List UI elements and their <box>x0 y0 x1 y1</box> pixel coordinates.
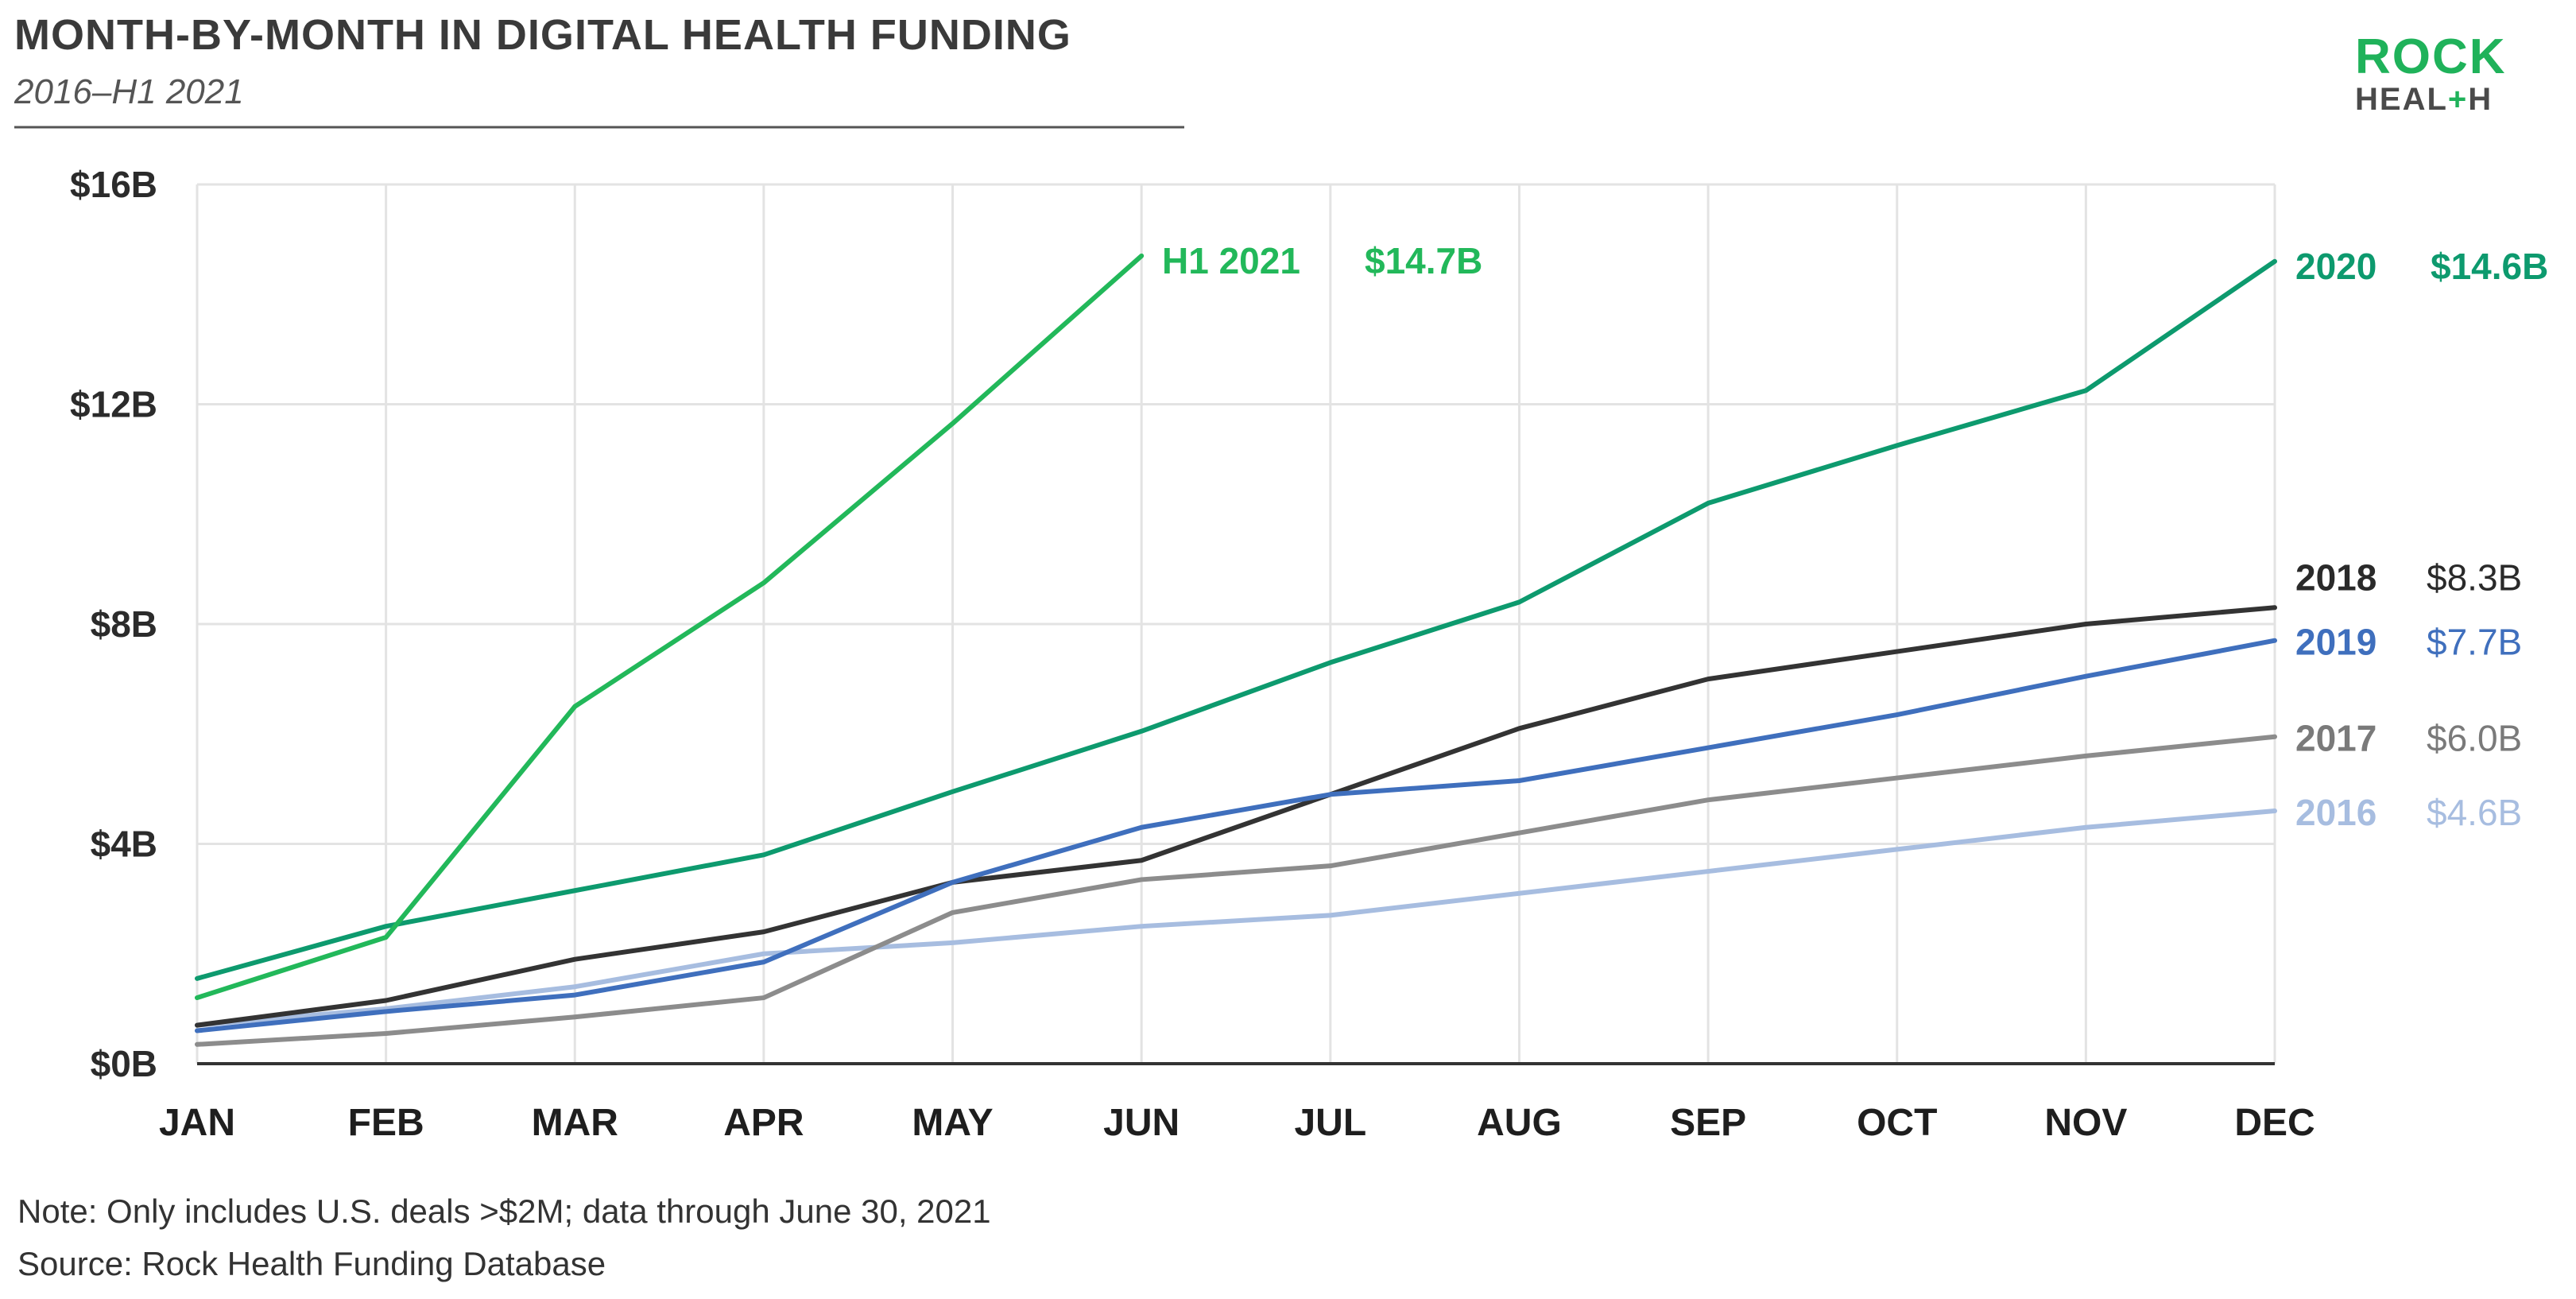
x-tick-label-aug: AUG <box>1477 1102 1562 1144</box>
logo-health-part1: HEAL <box>2355 82 2448 117</box>
rock-health-logo: ROCK HEAL+H <box>2355 29 2507 117</box>
series-end-labels: 2016 $4.6B 2017 $6.0B 2018 $8.3B 2019 $7.7B 2020… <box>1162 240 2548 833</box>
end-value-h1-2021: $14.7B <box>1365 240 1482 281</box>
end-label-h1-2021: H1 2021 <box>1162 240 1300 281</box>
end-label-2019: 2019 <box>2295 622 2377 663</box>
x-tick-label-oct: OCT <box>1857 1102 1937 1144</box>
end-label-2017: 2017 <box>2295 718 2377 759</box>
series-line-2019 <box>195 638 2277 1033</box>
source-text: Source: Rock Health Funding Database <box>17 1245 606 1282</box>
x-tick-label-jun: JUN <box>1103 1102 1180 1144</box>
x-tick-label-jan: JAN <box>159 1102 235 1144</box>
y-tick-label: $12B <box>70 384 157 425</box>
series-line-2020 <box>195 258 2277 981</box>
logo-plus-glyph: + <box>2448 82 2468 117</box>
end-value-2018: $8.3B <box>2427 556 2522 598</box>
end-label-2016: 2016 <box>2295 792 2377 833</box>
gridlines <box>196 183 2276 1064</box>
chart-title: MONTH-BY-MONTH IN DIGITAL HEALTH FUNDING <box>14 11 1071 59</box>
x-tick-label-jul: JUL <box>1294 1102 1366 1144</box>
x-tick-label-mar: MAR <box>532 1102 618 1144</box>
end-value-2017: $6.0B <box>2427 718 2522 759</box>
end-value-2016: $4.6B <box>2427 792 2522 833</box>
series-line-2016 <box>195 808 2277 1028</box>
end-label-2020: 2020 <box>2295 246 2377 287</box>
series-line-2018 <box>195 605 2277 1028</box>
logo-rock-text: ROCK <box>2355 29 2507 84</box>
chart-subtitle: 2016–H1 2021 <box>14 72 244 111</box>
axes: $0B $4B $8B $12B $16B JAN FEB MAR APR MAY JUN JUL AU… <box>70 164 2315 1144</box>
y-tick-label: $8B <box>91 603 157 645</box>
series-line-2017 <box>195 734 2277 1047</box>
end-value-2020: $14.6B <box>2431 246 2548 287</box>
end-label-2018: 2018 <box>2295 556 2377 598</box>
series-line-h1-2021 <box>195 253 1145 1001</box>
logo-health-text: HEAL+H <box>2355 82 2493 117</box>
y-tick-label: $0B <box>91 1043 157 1084</box>
x-tick-label-feb: FEB <box>348 1102 424 1144</box>
y-tick-label: $16B <box>70 164 157 205</box>
x-tick-label-may: MAY <box>912 1102 993 1144</box>
x-tick-label-nov: NOV <box>2044 1102 2127 1144</box>
end-value-2019: $7.7B <box>2427 622 2522 663</box>
y-tick-label: $4B <box>91 824 157 865</box>
note-text: Note: Only includes U.S. deals >$2M; dat… <box>17 1192 991 1230</box>
logo-health-part2: H <box>2468 82 2493 117</box>
x-tick-label-apr: APR <box>723 1102 804 1144</box>
x-tick-label-sep: SEP <box>1670 1102 1746 1144</box>
series-lines <box>195 253 2277 1047</box>
x-tick-label-dec: DEC <box>2234 1102 2315 1144</box>
